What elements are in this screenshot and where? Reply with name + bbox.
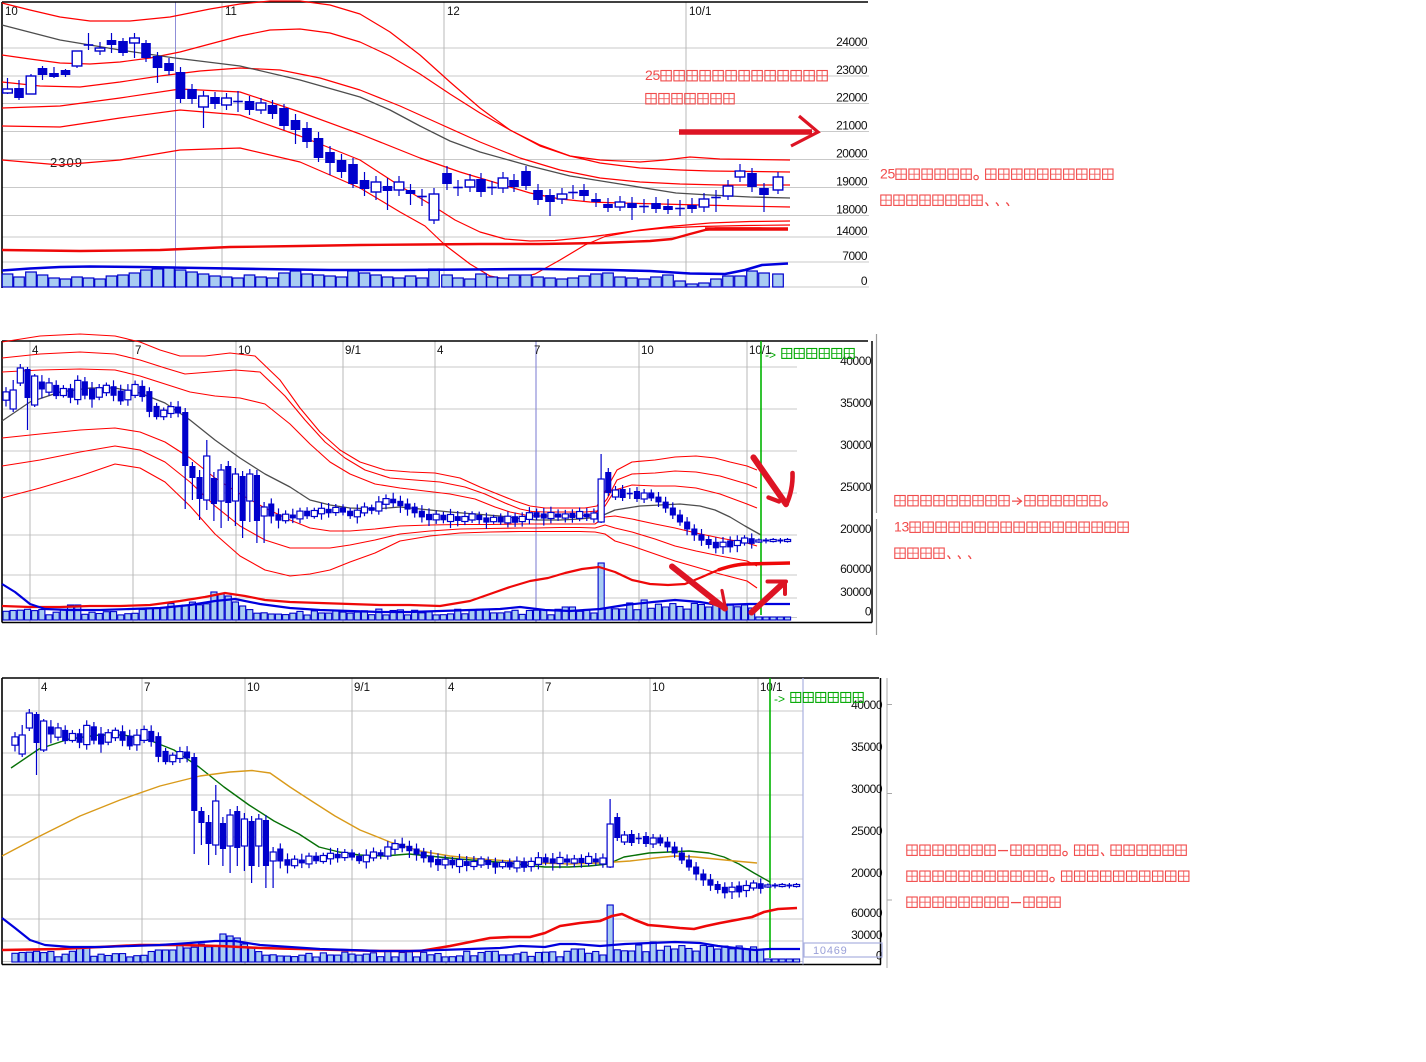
svg-text:21000: 21000 [836, 119, 868, 133]
svg-text:10/1: 10/1 [760, 682, 782, 694]
svg-text:4: 4 [41, 682, 48, 694]
svg-text:4: 4 [32, 345, 39, 357]
svg-text:0: 0 [876, 949, 883, 963]
svg-text:30000: 30000 [851, 782, 883, 796]
svg-text:7: 7 [545, 682, 551, 694]
svg-text:60000: 60000 [851, 906, 883, 920]
svg-text:11: 11 [225, 6, 237, 18]
svg-text:1: 1 [894, 519, 902, 535]
svg-text:18000: 18000 [836, 203, 868, 217]
svg-text:7000: 7000 [842, 249, 868, 263]
svg-text:60000: 60000 [840, 562, 872, 576]
svg-text:23000: 23000 [836, 63, 868, 77]
svg-text:10: 10 [641, 345, 654, 357]
svg-text:20000: 20000 [840, 522, 872, 536]
svg-text:10: 10 [652, 682, 665, 694]
svg-text:10: 10 [247, 682, 260, 694]
svg-text:20000: 20000 [851, 866, 883, 880]
svg-text:9/1: 9/1 [354, 682, 370, 694]
svg-text:40000: 40000 [851, 698, 883, 712]
svg-text:7: 7 [534, 345, 540, 357]
svg-text:5: 5 [888, 166, 896, 182]
svg-text:14000: 14000 [836, 224, 868, 238]
svg-text:0: 0 [861, 274, 868, 288]
svg-text:35000: 35000 [851, 740, 883, 754]
svg-text:4: 4 [437, 345, 444, 357]
svg-text:12: 12 [447, 6, 460, 18]
svg-text:22000: 22000 [836, 91, 868, 105]
svg-text:10/1: 10/1 [689, 6, 711, 18]
svg-text:->: -> [765, 348, 776, 362]
svg-text:5: 5 [653, 67, 661, 83]
svg-text:30000: 30000 [851, 928, 883, 942]
svg-text:25000: 25000 [851, 824, 883, 838]
svg-text:3: 3 [902, 519, 910, 535]
svg-text:19000: 19000 [836, 175, 868, 189]
svg-text:7: 7 [135, 345, 141, 357]
svg-text:2: 2 [880, 166, 888, 182]
svg-text:20000: 20000 [836, 147, 868, 161]
svg-text:40000: 40000 [840, 354, 872, 368]
svg-text:4: 4 [448, 682, 455, 694]
svg-text:->: -> [774, 692, 785, 706]
svg-text:2: 2 [645, 67, 653, 83]
svg-text:30000: 30000 [840, 585, 872, 599]
svg-text:35000: 35000 [840, 396, 872, 410]
svg-text:10469: 10469 [813, 945, 848, 957]
svg-text:2309: 2309 [50, 155, 83, 170]
svg-text:25000: 25000 [840, 480, 872, 494]
svg-text:9/1: 9/1 [345, 345, 361, 357]
svg-text:30000: 30000 [840, 438, 872, 452]
svg-text:0: 0 [865, 605, 872, 619]
svg-text:10: 10 [5, 6, 18, 18]
svg-text:24000: 24000 [836, 35, 868, 49]
svg-text:7: 7 [144, 682, 150, 694]
svg-text:10/1: 10/1 [749, 345, 771, 357]
